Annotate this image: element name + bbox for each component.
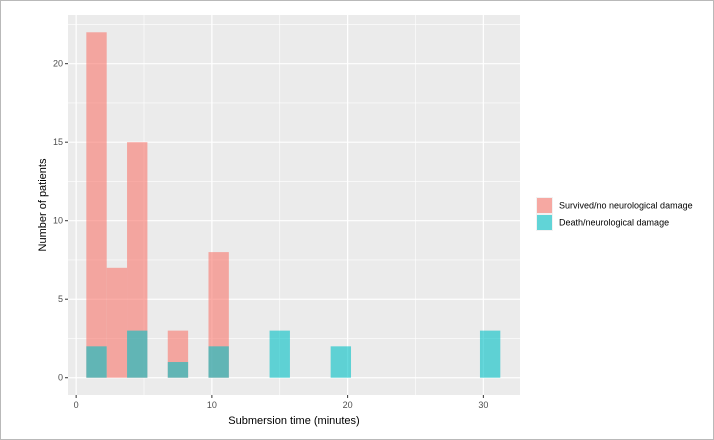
x-axis-ticks: 0 10 20 30 — [74, 395, 488, 410]
y-axis-title: Number of patients — [37, 158, 49, 251]
bar-survived — [208, 252, 229, 378]
bar-death — [269, 330, 290, 378]
histogram-bars — [86, 32, 501, 378]
x-tick-label: 20 — [343, 400, 353, 410]
legend-label: Death/neurological damage — [559, 218, 669, 228]
x-axis-title: Submersion time (minutes) — [228, 415, 359, 427]
bar-survived — [106, 267, 128, 378]
bar-survived — [127, 142, 148, 378]
bar-death — [330, 346, 352, 378]
x-tick-label: 0 — [74, 400, 79, 410]
y-tick-label: 0 — [58, 373, 63, 383]
y-axis-ticks: 0 5 10 15 20 — [53, 59, 68, 383]
bar-death — [86, 346, 107, 378]
y-tick-label: 20 — [53, 59, 63, 69]
y-tick-label: 15 — [53, 137, 63, 147]
x-tick-label: 10 — [207, 400, 217, 410]
y-tick-label: 5 — [58, 294, 63, 304]
x-tick-label: 30 — [478, 400, 488, 410]
bar-death — [479, 330, 501, 378]
bar-death — [167, 362, 189, 378]
bar-death — [127, 330, 148, 378]
bar-survived — [86, 32, 107, 378]
legend-swatch — [537, 215, 552, 230]
legend-swatch — [537, 198, 552, 213]
legend-label: Survived/no neurological damage — [559, 201, 693, 211]
y-tick-label: 10 — [53, 216, 63, 226]
bar-death — [208, 346, 229, 378]
legend: Survived/no neurological damage Death/neu… — [536, 197, 693, 231]
